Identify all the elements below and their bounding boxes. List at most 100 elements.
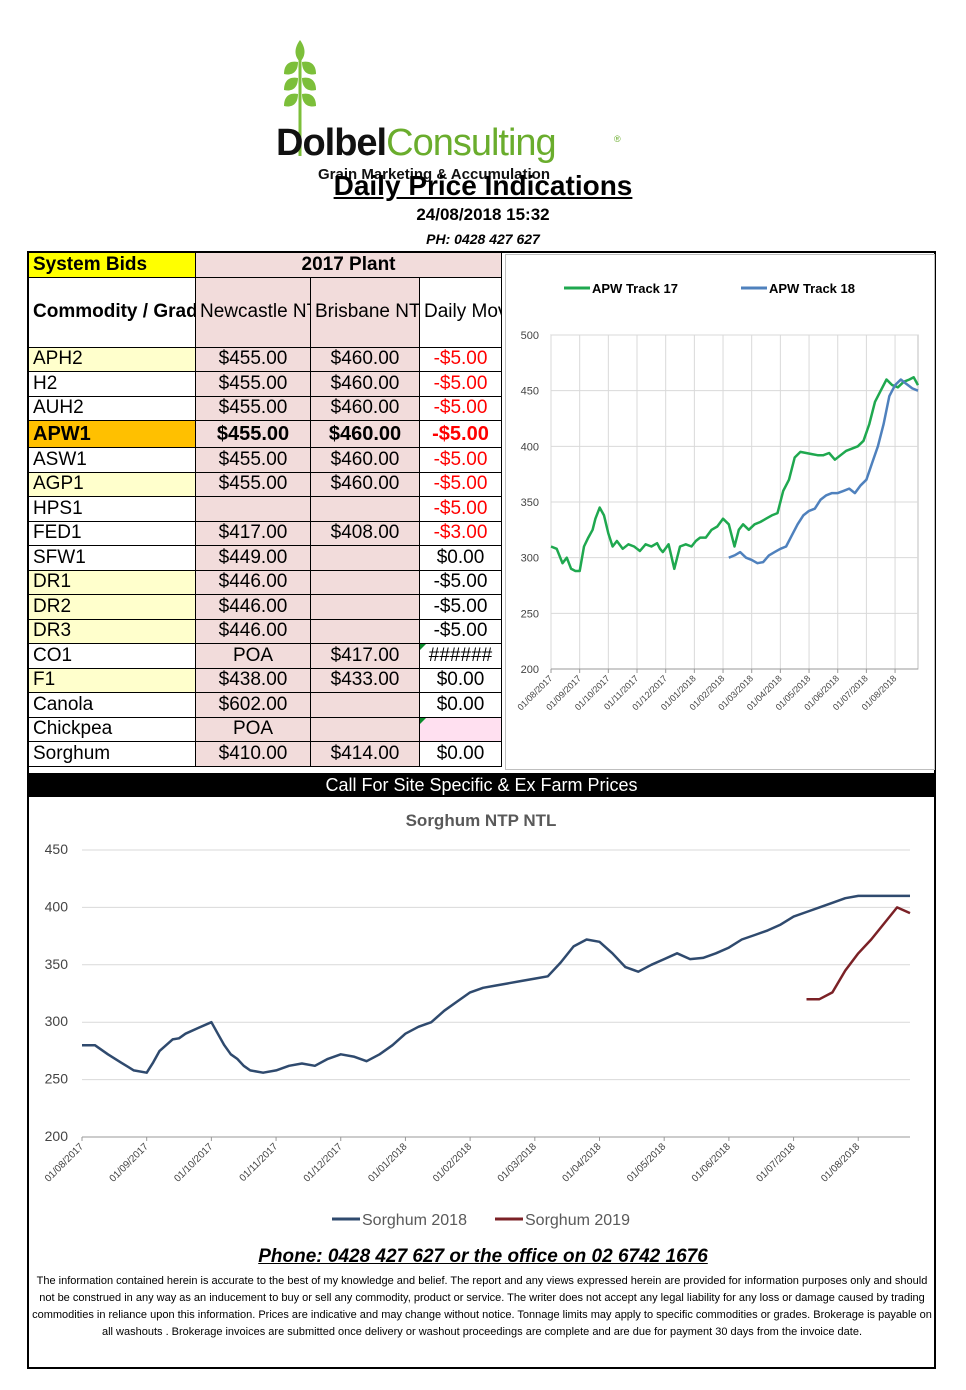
newcastle-price: $438.00 — [195, 667, 311, 693]
commodity-name: SFW1 — [28, 545, 196, 571]
newcastle-price: $455.00 — [195, 346, 311, 372]
y-tick-label: 300 — [521, 553, 539, 565]
y-tick-label: 400 — [521, 441, 539, 453]
table-row: DR2 $446.00 -$5.00 — [28, 594, 503, 620]
commodity-name: FED1 — [28, 520, 196, 546]
table-row: SFW1 $449.00 $0.00 — [28, 545, 503, 571]
table-row: Sorghum $410.00 $414.00 $0.00 — [28, 741, 503, 767]
daily-move — [418, 716, 503, 742]
brisbane-price — [310, 594, 420, 620]
table-row: APW1 $455.00 $460.00 -$5.00 — [28, 420, 503, 448]
table-row: FED1 $417.00 $408.00 -$3.00 — [28, 520, 503, 546]
newcastle-price: POA — [195, 643, 311, 669]
commodity-name: DR2 — [28, 594, 196, 620]
x-tick-label: 01/01/2018 — [366, 1141, 409, 1184]
commodity-name: DR3 — [28, 618, 196, 644]
daily-move: -$5.00 — [418, 420, 503, 448]
brisbane-price: $460.00 — [310, 371, 420, 397]
x-tick-label: 01/08/2017 — [43, 1141, 86, 1184]
daily-move: ###### — [418, 643, 503, 669]
brisbane-price — [310, 716, 420, 742]
disclaimer: The information contained herein is accu… — [32, 1275, 932, 1338]
commodity-name: AGP1 — [28, 471, 196, 497]
call-banner: Call For Site Specific & Ex Farm Prices — [27, 773, 936, 797]
brisbane-price: $460.00 — [310, 471, 420, 497]
newcastle-price: $449.00 — [195, 545, 311, 571]
table-row: APH2 $455.00 $460.00 -$5.00 — [28, 346, 503, 372]
table-row: CO1 POA $417.00 ###### — [28, 643, 503, 669]
newcastle-price: $602.00 — [195, 692, 311, 718]
newcastle-price: $410.00 — [195, 741, 311, 767]
brisbane-price — [310, 618, 420, 644]
daily-move: -$3.00 — [418, 520, 503, 546]
x-tick-label: 01/05/2018 — [625, 1141, 668, 1184]
series-line — [550, 376, 920, 573]
daily-move: -$5.00 — [418, 371, 503, 397]
x-tick-label: 01/09/2017 — [108, 1141, 151, 1184]
brand-tagline: Grain Marketing & Accumulation — [318, 166, 550, 183]
daily-move: $0.00 — [418, 692, 503, 718]
daily-move: -$5.00 — [418, 569, 503, 595]
legend-label: APW Track 17 — [592, 281, 678, 296]
price-table: System Bids 2017 Plant Commodity / Grade… — [28, 252, 503, 767]
y-tick-label: 200 — [45, 1128, 69, 1144]
commodity-name: Canola — [28, 692, 196, 718]
daily-move: $0.00 — [418, 741, 503, 767]
footer-phone: Phone: 0428 427 627 or the office on 02 … — [258, 1246, 708, 1267]
newcastle-price: $455.00 — [195, 447, 311, 473]
newcastle-price: $446.00 — [195, 594, 311, 620]
table-row: Canola $602.00 $0.00 — [28, 692, 503, 718]
commodity-name: H2 — [28, 371, 196, 397]
daily-move: -$5.00 — [418, 471, 503, 497]
x-tick-label: 01/02/2018 — [431, 1141, 474, 1184]
system-bids-header: System Bids — [28, 252, 196, 278]
newcastle-price: $455.00 — [195, 471, 311, 497]
brand-name: DolbelConsulting — [276, 122, 557, 164]
table-row: DR3 $446.00 -$5.00 — [28, 618, 503, 644]
y-tick-label: 300 — [45, 1013, 69, 1029]
x-tick-label: 01/11/2017 — [238, 1141, 281, 1184]
series-line — [806, 906, 911, 1001]
newcastle-price: $446.00 — [195, 569, 311, 595]
x-tick-label: 01/08/2018 — [819, 1141, 862, 1184]
report-frame — [27, 251, 936, 1369]
y-tick-label: 400 — [45, 898, 69, 914]
apw-chart-panel: 200 250 300 350 400 450 500 01/08/2017 01/09/201… — [505, 254, 935, 770]
commodity-name: AUH2 — [28, 395, 196, 421]
brisbane-price: $414.00 — [310, 741, 420, 767]
commodity-name: Sorghum — [28, 741, 196, 767]
commodity-name: APW1 — [28, 420, 196, 448]
brisbane-price — [310, 569, 420, 595]
table-row: ASW1 $455.00 $460.00 -$5.00 — [28, 447, 503, 473]
commodity-name: CO1 — [28, 643, 196, 669]
legend-label: Sorghum 2019 — [525, 1212, 630, 1229]
apw-chart: 20025030035040045050001/08/201701/09/201… — [515, 281, 920, 712]
daily-move: $0.00 — [418, 667, 503, 693]
y-tick-label: 450 — [521, 386, 539, 398]
chart-title: Sorghum NTP NTL — [406, 811, 557, 830]
commodity-name: DR1 — [28, 569, 196, 595]
x-tick-label: 01/07/2018 — [755, 1141, 798, 1184]
x-tick-label: 01/04/2018 — [560, 1141, 603, 1184]
daily-move: -$5.00 — [418, 496, 503, 522]
daily-move: -$5.00 — [418, 395, 503, 421]
table-row: DR1 $446.00 -$5.00 — [28, 569, 503, 595]
commodity-name: ASW1 — [28, 447, 196, 473]
sorghum-chart: Sorghum NTP NTL 200 250 300 350 400 450 01/08/2… — [43, 811, 911, 1229]
newcastle-price: $455.00 — [195, 420, 311, 448]
move-col-header: Daily Move NTL — [418, 276, 503, 348]
y-tick-label: 200 — [521, 664, 539, 676]
table-row: Chickpea POA — [28, 716, 503, 742]
table-row: AGP1 $455.00 $460.00 -$5.00 — [28, 471, 503, 497]
y-tick-label: 350 — [45, 956, 69, 972]
newcastle-price: $417.00 — [195, 520, 311, 546]
y-tick-label: 250 — [521, 608, 539, 620]
brisbane-price: $460.00 — [310, 447, 420, 473]
y-tick-label: 450 — [45, 841, 69, 857]
brisbane-price: $460.00 — [310, 420, 420, 448]
wheat-icon — [284, 40, 316, 156]
y-tick-label: 500 — [521, 330, 539, 342]
newcastle-col-header: Newcastle NTP TRK — [195, 276, 311, 348]
brisbane-price — [310, 496, 420, 522]
commodity-name: HPS1 — [28, 496, 196, 522]
